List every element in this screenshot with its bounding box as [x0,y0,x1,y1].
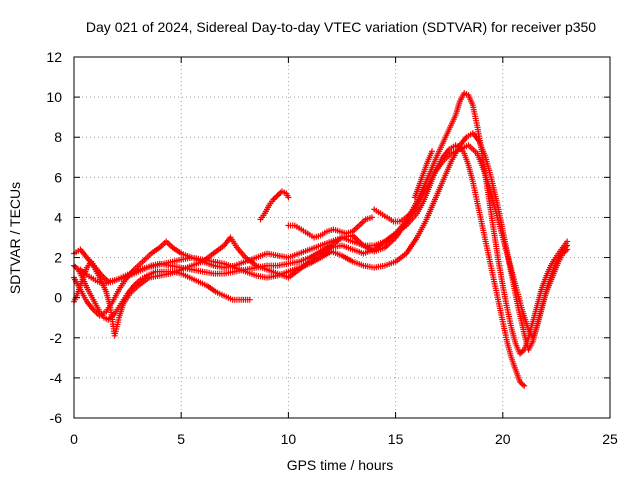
point-markers [71,90,571,357]
x-axis-label: GPS time / hours [287,457,394,473]
axis-ticks: 0 5 10 15 20 25 -6 -4 -2 0 2 4 6 8 10 12 [46,49,618,447]
y-tick-label: 12 [46,49,62,65]
series-fragment-c [371,204,420,225]
x-tick-label: 15 [388,431,404,447]
y-tick-label: -6 [50,410,63,426]
y-tick-label: 10 [46,89,62,105]
series-track-5 [77,142,571,341]
data-points [71,90,571,389]
series-track-2 [71,90,571,357]
x-tick-label: 20 [495,431,511,447]
y-tick-label: 0 [54,290,62,306]
x-tick-label: 10 [281,431,297,447]
point-markers [285,214,375,241]
y-tick-label: -4 [50,370,63,386]
chart-title: Day 021 of 2024, Sidereal Day-to-day VTE… [86,19,596,35]
y-tick-label: 4 [54,209,62,225]
x-tick-label: 0 [70,431,78,447]
series-fragment-b [285,214,375,241]
y-tick-label: 8 [54,129,62,145]
x-tick-label: 25 [602,431,618,447]
y-tick-label: -2 [50,330,63,346]
point-markers [257,188,292,223]
y-tick-label: 6 [54,169,62,185]
plot-frame [73,56,611,419]
point-markers [371,204,420,225]
y-axis-label: SDTVAR / TECUs [7,182,23,294]
x-tick-label: 5 [177,431,185,447]
series-fragment-d [411,148,435,201]
y-tick-label: 2 [54,250,62,266]
point-markers [77,142,571,341]
series-fragment-a [257,188,292,223]
point-markers [411,148,435,201]
